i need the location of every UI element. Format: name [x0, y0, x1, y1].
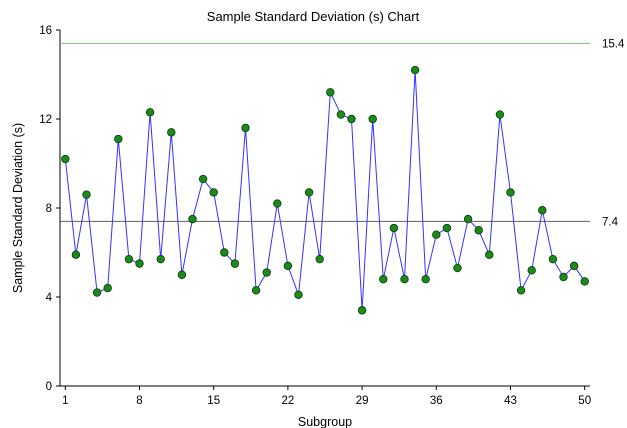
y-tick-label: 4 — [46, 292, 53, 304]
data-point — [114, 134, 123, 144]
data-point — [262, 268, 271, 277]
data-point — [400, 275, 409, 284]
data-point — [92, 288, 102, 297]
data-point — [357, 306, 367, 315]
data-point — [569, 261, 579, 271]
x-tick-label: 50 — [578, 395, 591, 407]
data-point — [198, 174, 208, 184]
data-point — [124, 254, 134, 264]
x-tick-label: 43 — [504, 395, 517, 407]
data-point — [548, 254, 558, 264]
chart-title: Sample Standard Deviation (s) Chart — [207, 9, 420, 24]
data-point — [379, 275, 388, 284]
data-point — [506, 188, 515, 197]
data-point — [442, 223, 452, 233]
data-point — [241, 123, 250, 133]
data-point — [156, 254, 165, 264]
data-point — [453, 263, 462, 273]
data-point — [177, 270, 187, 279]
x-tick-label: 36 — [430, 395, 443, 407]
data-point — [326, 88, 335, 97]
data-point — [188, 214, 197, 224]
x-tick-label: 8 — [136, 395, 142, 407]
data-point — [559, 272, 568, 282]
data-point — [103, 283, 112, 293]
data-point — [485, 250, 494, 259]
x-tick-label: 22 — [282, 395, 295, 407]
y-tick-label: 0 — [46, 381, 52, 393]
y-tick-label: 8 — [46, 203, 52, 215]
data-point — [135, 259, 144, 268]
data-point — [474, 226, 483, 235]
data-point — [145, 108, 155, 117]
y-tick-label: 12 — [39, 114, 52, 126]
series-line — [64, 70, 586, 311]
x-axis-label: Subgroup — [298, 415, 352, 428]
data-point — [230, 259, 240, 268]
data-point — [283, 261, 293, 271]
x-tick-label: 15 — [207, 395, 220, 407]
center-line-label: 7.4 — [602, 216, 619, 228]
y-tick-label: 16 — [39, 25, 52, 37]
data-point — [516, 286, 526, 295]
x-tick-label: 29 — [356, 395, 369, 407]
data-point — [61, 154, 70, 164]
data-point — [304, 188, 314, 197]
y-axis-label: Sample Standard Deviation (s) — [11, 123, 25, 293]
data-point — [167, 128, 176, 137]
data-point — [527, 266, 536, 275]
data-point — [294, 290, 303, 299]
data-point — [209, 188, 218, 197]
data-point — [463, 214, 473, 224]
data-point — [432, 230, 441, 239]
data-point — [82, 190, 91, 199]
data-point — [315, 254, 324, 264]
upper-control-limit-label: 15.4 — [602, 38, 625, 50]
data-point — [71, 250, 81, 259]
data-point — [410, 65, 420, 75]
data-point — [495, 110, 505, 119]
data-point — [580, 277, 589, 286]
data-point — [273, 199, 282, 208]
data-point — [389, 223, 399, 233]
data-point — [347, 114, 356, 124]
data-point — [220, 248, 229, 257]
data-point — [251, 286, 261, 295]
data-point — [336, 110, 346, 119]
x-tick-label: 1 — [62, 395, 68, 407]
data-point — [421, 275, 430, 284]
data-point — [538, 206, 547, 215]
data-point — [368, 114, 377, 124]
plot-area: 0 4 8 12 16 1 8 15 22 29 36 43 50 15.4 7.4 — [39, 25, 625, 407]
